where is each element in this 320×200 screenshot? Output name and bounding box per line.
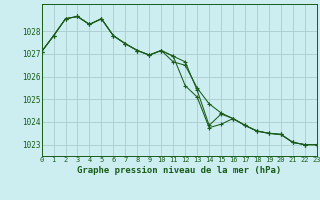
X-axis label: Graphe pression niveau de la mer (hPa): Graphe pression niveau de la mer (hPa) [77,166,281,175]
